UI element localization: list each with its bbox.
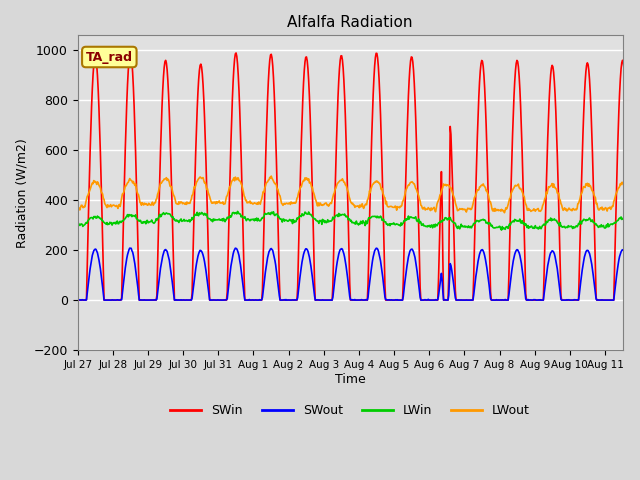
LWout (268, 173, 275, 179)
SWout (126, 245, 134, 251)
Text: TA_rad: TA_rad (86, 50, 133, 63)
Line: SWout: SWout (77, 248, 640, 300)
LWout (74, 204, 81, 210)
LWout (636, 204, 640, 210)
SWin (127, 50, 134, 56)
LWin (418, 222, 426, 228)
Line: LWout: LWout (77, 176, 640, 213)
SWout (141, 297, 149, 303)
LWout (243, 200, 251, 206)
SWout (74, 297, 82, 303)
X-axis label: Time: Time (335, 372, 365, 385)
SWin (449, 202, 457, 208)
LWin (74, 223, 81, 228)
LWout (449, 192, 457, 198)
SWin (418, 297, 426, 303)
LWin (498, 227, 506, 233)
SWin (272, 132, 280, 137)
Title: Alfalfa Radiation: Alfalfa Radiation (287, 15, 413, 30)
SWin (244, 297, 252, 303)
SWin (74, 297, 81, 303)
LWin (636, 224, 640, 229)
Line: LWin: LWin (77, 211, 640, 230)
LWin (140, 220, 147, 226)
LWin (234, 208, 241, 214)
LWout (293, 195, 301, 201)
LWin (293, 216, 301, 221)
SWout (74, 297, 81, 303)
SWin (636, 297, 640, 303)
LWout (140, 202, 147, 208)
SWout (636, 297, 640, 302)
SWout (273, 268, 280, 274)
SWout (419, 297, 426, 303)
SWout (244, 297, 252, 303)
SWin (141, 297, 148, 303)
LWout (500, 210, 508, 216)
LWout (418, 203, 426, 209)
SWout (450, 283, 458, 289)
LWout (272, 180, 280, 186)
Line: SWin: SWin (77, 53, 640, 300)
LWin (272, 212, 280, 217)
SWin (293, 297, 301, 303)
LWin (244, 216, 252, 222)
SWout (294, 295, 301, 300)
Y-axis label: Radiation (W/m2): Radiation (W/m2) (15, 138, 28, 248)
Legend: SWin, SWout, LWin, LWout: SWin, SWout, LWin, LWout (165, 399, 535, 422)
LWin (449, 219, 457, 225)
